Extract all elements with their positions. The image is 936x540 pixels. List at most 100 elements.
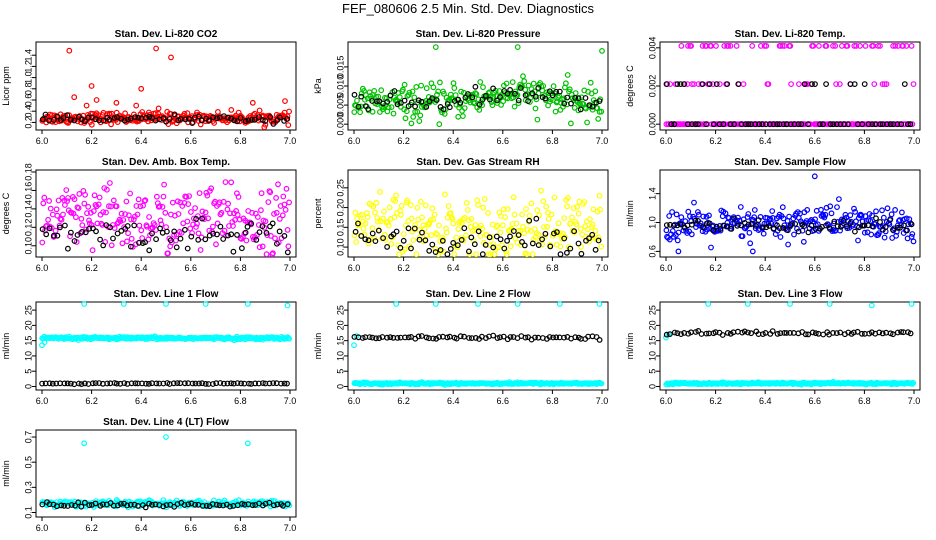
data-point [182, 116, 189, 123]
data-point [408, 120, 415, 127]
data-point [678, 43, 685, 49]
data-point [100, 117, 107, 124]
data-point [230, 223, 236, 229]
data-point [407, 202, 414, 209]
data-point [81, 440, 88, 447]
data-point [46, 225, 53, 232]
data-point [53, 206, 60, 213]
data-point [851, 81, 858, 87]
data-point [130, 216, 137, 223]
data-point [497, 229, 504, 236]
data-point [490, 244, 497, 251]
data-point [561, 235, 568, 242]
data-point [354, 97, 360, 104]
data-point [685, 208, 692, 215]
x-tick-label: 7.0 [284, 136, 297, 146]
data-point [678, 331, 684, 338]
data-point [857, 43, 863, 49]
data-point [507, 243, 514, 250]
data-point [869, 121, 876, 128]
y-tick-label: 0.4 [23, 105, 33, 118]
data-point [521, 242, 528, 249]
data-point [465, 91, 471, 97]
data-point [174, 380, 181, 387]
data-point [722, 121, 729, 128]
data-point [833, 330, 840, 337]
data-point [674, 222, 681, 229]
y-tick-label: 0.1 [23, 506, 33, 519]
data-point [165, 250, 171, 257]
data-point [525, 82, 532, 89]
x-tick-label: 7.0 [908, 136, 921, 146]
data-point [884, 121, 890, 128]
data-point [107, 224, 113, 231]
data-point [187, 209, 194, 215]
data-point [242, 118, 249, 125]
data-point [538, 187, 544, 194]
data-point [852, 208, 858, 215]
data-point [84, 210, 90, 217]
data-point [281, 380, 288, 387]
y-axis-label: percent [313, 198, 323, 229]
data-point [744, 301, 751, 307]
y-tick-label: 1.2 [23, 60, 33, 73]
data-point [774, 121, 780, 128]
data-point [185, 501, 192, 508]
data-point [564, 94, 571, 101]
data-point [501, 245, 508, 252]
data-point [795, 121, 802, 128]
data-point [522, 334, 529, 341]
x-tick-label: 6.0 [36, 396, 49, 406]
data-point [82, 229, 89, 236]
data-point [663, 331, 670, 338]
data-point [910, 238, 917, 245]
plot-frame [35, 429, 297, 518]
data-point [421, 225, 428, 232]
data-point [515, 97, 522, 104]
data-point [756, 121, 763, 128]
data-point [429, 95, 436, 102]
data-point [266, 380, 273, 387]
data-point [58, 216, 65, 223]
data-point [238, 245, 245, 252]
data-point [210, 230, 217, 237]
data-point [682, 218, 689, 225]
data-point [532, 93, 539, 100]
data-point [412, 221, 419, 228]
data-point [830, 43, 836, 49]
data-point [265, 199, 272, 206]
x-tick-label: 6.6 [809, 396, 822, 406]
data-point [243, 237, 250, 244]
data-point [692, 217, 699, 224]
data-point [595, 234, 602, 241]
data-point [241, 380, 248, 387]
data-point [201, 216, 208, 223]
data-point [876, 329, 883, 336]
x-tick-label: 6.0 [36, 136, 49, 146]
data-point [745, 329, 751, 336]
data-point [121, 380, 128, 387]
data-point [598, 108, 605, 115]
data-point [887, 217, 893, 224]
data-point [500, 98, 507, 105]
data-point [699, 43, 706, 49]
x-tick-label: 6.6 [497, 136, 510, 146]
data-point [351, 109, 358, 115]
data-point [663, 81, 670, 87]
data-point [279, 212, 286, 219]
series-2 [39, 380, 290, 388]
data-point [284, 302, 291, 309]
data-point [868, 329, 875, 336]
series-2 [39, 111, 291, 127]
data-point [671, 121, 678, 128]
panel-title: Stan. Dev. Li-820 Temp. [735, 29, 846, 40]
data-point [226, 223, 232, 229]
data-point [416, 118, 423, 124]
data-point [202, 236, 209, 243]
data-point [451, 85, 458, 91]
data-point [677, 221, 684, 228]
data-point [214, 220, 221, 227]
series-1 [39, 179, 293, 258]
data-point [493, 233, 500, 240]
data-point [199, 208, 206, 215]
